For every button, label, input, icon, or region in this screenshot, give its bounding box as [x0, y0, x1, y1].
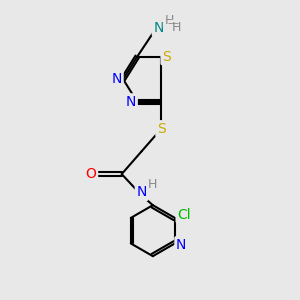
Text: H: H [148, 178, 157, 191]
Text: N: N [136, 185, 147, 200]
Text: —: — [167, 18, 178, 28]
Text: N: N [112, 72, 122, 86]
Text: N: N [176, 238, 186, 252]
Text: N: N [126, 95, 136, 109]
Text: Cl: Cl [177, 208, 191, 221]
Text: S: S [162, 50, 171, 64]
Text: S: S [157, 122, 166, 136]
Text: O: O [86, 167, 97, 181]
Text: H: H [172, 21, 181, 34]
Text: N: N [153, 21, 164, 35]
Text: H: H [164, 14, 174, 27]
